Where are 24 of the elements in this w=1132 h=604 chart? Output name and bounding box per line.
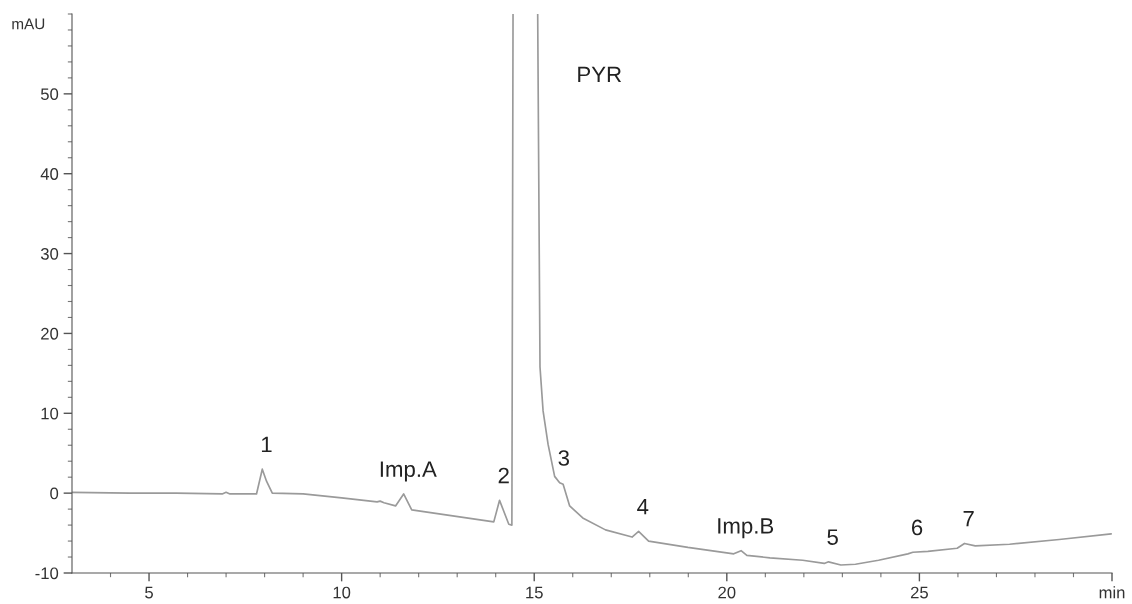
annotation: PYR — [578, 66, 622, 83]
annotation: 2 — [498, 467, 509, 484]
y-tick-label: 10 — [41, 407, 59, 420]
y-tick-label: 30 — [40, 247, 59, 260]
y-tick-label: 40 — [40, 168, 59, 180]
annotation: 7 — [963, 511, 974, 527]
annotation: Imp.B — [718, 518, 774, 539]
x-tick-label: 5 — [145, 586, 153, 599]
annotation: 3 — [558, 450, 570, 466]
x-tick-label: 20 — [718, 586, 736, 599]
x-tick-label: min — [1099, 586, 1125, 599]
annotation: 5 — [827, 529, 838, 545]
y-tick-label: 50 — [40, 88, 59, 101]
annotation: 6 — [911, 519, 923, 536]
x-tick-label: 15 — [526, 586, 543, 599]
annotation: 4 — [637, 499, 649, 515]
y-tick-label: 0 — [50, 487, 59, 500]
x-tick-label: 25 — [910, 586, 928, 599]
y-axis-title: mAU — [12, 18, 45, 30]
y-tick-label: 20 — [41, 327, 59, 340]
y-tick-label: -10 — [35, 567, 59, 580]
annotation: 1 — [261, 436, 272, 453]
annotation: Imp.A — [380, 461, 437, 482]
x-tick-label: 10 — [333, 586, 351, 599]
